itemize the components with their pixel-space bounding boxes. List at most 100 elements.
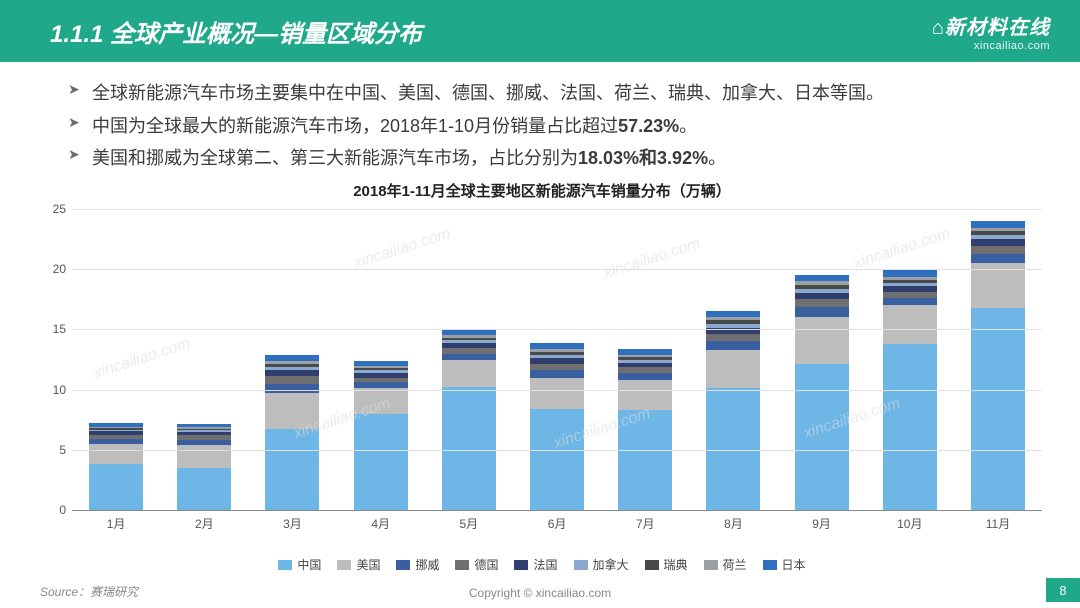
bullet-item: 中国为全球最大的新能源汽车市场，2018年1-10月份销量占比超过57.23%。 bbox=[68, 111, 1040, 142]
bar-group: 8月 bbox=[689, 209, 777, 510]
bullet-text: 。 bbox=[679, 116, 697, 136]
legend-label: 荷兰 bbox=[723, 556, 747, 573]
bullet-strong: 57.23% bbox=[618, 116, 679, 136]
x-tick-label: 1月 bbox=[107, 515, 126, 532]
bar-segment bbox=[971, 239, 1025, 246]
legend-item: 美国 bbox=[337, 556, 380, 573]
content-area: 全球新能源汽车市场主要集中在中国、美国、德国、挪威、法国、荷兰、瑞典、加拿大、日… bbox=[68, 78, 1040, 176]
bar-group: 11月 bbox=[954, 209, 1042, 510]
bullet-item: 全球新能源汽车市场主要集中在中国、美国、德国、挪威、法国、荷兰、瑞典、加拿大、日… bbox=[68, 78, 1040, 109]
grid-line bbox=[72, 390, 1042, 391]
bar-segment bbox=[795, 299, 849, 307]
bar-segment bbox=[530, 370, 584, 377]
bars-row: 1月2月3月4月5月6月7月8月9月10月11月 bbox=[72, 209, 1042, 510]
bar-stack bbox=[706, 311, 760, 510]
x-tick-label: 8月 bbox=[724, 515, 743, 532]
brand-sub: xincailiao.com bbox=[932, 40, 1050, 52]
legend-label: 挪威 bbox=[415, 556, 439, 573]
x-tick-label: 2月 bbox=[195, 515, 214, 532]
bar-segment bbox=[706, 341, 760, 349]
legend-item: 法国 bbox=[514, 556, 557, 573]
bar-segment bbox=[795, 307, 849, 317]
bar-segment bbox=[971, 246, 1025, 254]
grid-line bbox=[72, 209, 1042, 210]
bar-segment bbox=[530, 364, 584, 371]
bar-segment bbox=[883, 298, 937, 305]
bar-segment bbox=[442, 360, 496, 388]
legend-swatch bbox=[396, 560, 410, 570]
bar-segment bbox=[265, 393, 319, 429]
bar-segment bbox=[89, 444, 143, 464]
legend-item: 中国 bbox=[278, 556, 321, 573]
bar-segment bbox=[971, 254, 1025, 264]
y-tick-label: 10 bbox=[53, 383, 66, 397]
x-tick-label: 10月 bbox=[897, 515, 922, 532]
legend-label: 瑞典 bbox=[664, 556, 688, 573]
y-tick-label: 20 bbox=[53, 262, 66, 276]
bar-stack bbox=[354, 361, 408, 510]
legend-item: 荷兰 bbox=[704, 556, 747, 573]
y-tick-label: 15 bbox=[53, 322, 66, 336]
leaf-icon: ⌂ bbox=[932, 17, 945, 39]
bar-group: 1月 bbox=[72, 209, 160, 510]
bar-segment bbox=[883, 292, 937, 299]
bar-segment bbox=[795, 275, 849, 282]
legend-item: 加拿大 bbox=[574, 556, 629, 573]
page-title: 1.1.1 全球产业概况—销量区域分布 bbox=[50, 14, 422, 49]
bar-stack bbox=[795, 275, 849, 510]
bullet-text: 。 bbox=[708, 148, 726, 168]
legend-item: 日本 bbox=[763, 556, 806, 573]
bar-segment bbox=[706, 334, 760, 341]
bullet-strong: 18.03%和3.92% bbox=[578, 148, 708, 168]
bar-segment bbox=[618, 410, 672, 510]
footer: Source：赛瑞研究 Copyright © xincailiao.com 8 bbox=[0, 582, 1080, 602]
x-tick-label: 9月 bbox=[812, 515, 831, 532]
bar-stack bbox=[442, 330, 496, 510]
bar-segment bbox=[971, 221, 1025, 228]
chart-area: 2018年1-11月全球主要地区新能源汽车销量分布（万辆） 0510152025… bbox=[32, 180, 1052, 570]
legend-swatch bbox=[455, 560, 469, 570]
bar-segment bbox=[177, 445, 231, 468]
legend-label: 美国 bbox=[356, 556, 380, 573]
bullet-text: 中国为全球最大的新能源汽车市场，2018年1-10月份销量占比超过 bbox=[92, 116, 618, 136]
bar-stack bbox=[89, 423, 143, 510]
x-tick-label: 7月 bbox=[636, 515, 655, 532]
bar-segment bbox=[265, 376, 319, 383]
y-tick-label: 25 bbox=[53, 202, 66, 216]
legend-swatch bbox=[704, 560, 718, 570]
grid-line bbox=[72, 450, 1042, 451]
bar-segment bbox=[706, 350, 760, 389]
grid-line bbox=[72, 510, 1042, 511]
bar-segment bbox=[883, 344, 937, 510]
bar-group: 2月 bbox=[160, 209, 248, 510]
x-tick-label: 11月 bbox=[986, 515, 1010, 532]
y-axis: 0510152025 bbox=[32, 209, 72, 510]
y-tick-label: 0 bbox=[59, 503, 66, 517]
legend-item: 瑞典 bbox=[645, 556, 688, 573]
bar-segment bbox=[89, 464, 143, 510]
x-tick-label: 3月 bbox=[283, 515, 302, 532]
bar-segment bbox=[795, 364, 849, 510]
page-number: 8 bbox=[1046, 578, 1080, 602]
footer-copyright: Copyright © xincailiao.com bbox=[469, 586, 611, 600]
bar-segment bbox=[354, 414, 408, 510]
bullet-list: 全球新能源汽车市场主要集中在中国、美国、德国、挪威、法国、荷兰、瑞典、加拿大、日… bbox=[68, 78, 1040, 174]
bullet-text: 美国和挪威为全球第二、第三大新能源汽车市场，占比分别为 bbox=[92, 148, 578, 168]
bar-group: 7月 bbox=[601, 209, 689, 510]
bar-group: 5月 bbox=[425, 209, 513, 510]
bar-group: 9月 bbox=[778, 209, 866, 510]
bar-group: 4月 bbox=[337, 209, 425, 510]
legend-label: 中国 bbox=[297, 556, 321, 573]
brand-main: ⌂新材料在线 bbox=[932, 11, 1050, 40]
bar-segment bbox=[795, 293, 849, 300]
legend-swatch bbox=[514, 560, 528, 570]
legend-label: 德国 bbox=[474, 556, 498, 573]
chart-plot: 0510152025 1月2月3月4月5月6月7月8月9月10月11月 bbox=[32, 209, 1052, 544]
bar-segment bbox=[265, 384, 319, 394]
bar-segment bbox=[618, 380, 672, 410]
legend-swatch bbox=[337, 560, 351, 570]
legend-swatch bbox=[645, 560, 659, 570]
legend-item: 德国 bbox=[455, 556, 498, 573]
legend-swatch bbox=[763, 560, 777, 570]
bar-segment bbox=[177, 468, 231, 510]
